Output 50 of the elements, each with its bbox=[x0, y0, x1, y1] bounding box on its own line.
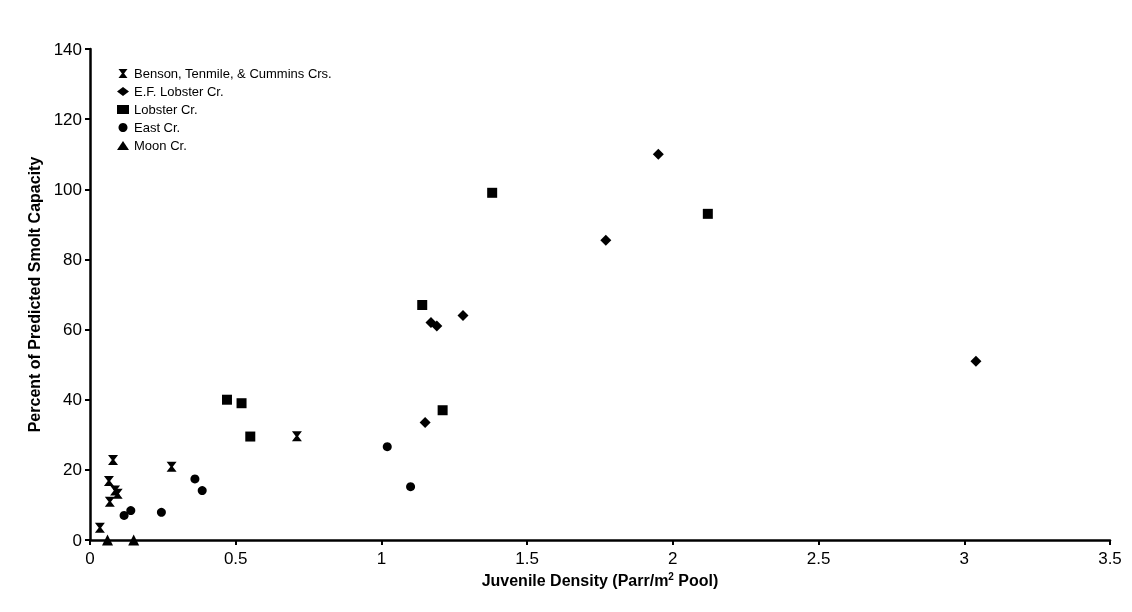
point bbox=[487, 187, 498, 198]
point bbox=[190, 474, 200, 484]
point bbox=[166, 461, 177, 472]
point bbox=[970, 355, 982, 367]
point bbox=[406, 482, 416, 492]
y-tick-label: 100 bbox=[53, 179, 82, 199]
x-tick-label: 3 bbox=[959, 549, 970, 568]
point bbox=[382, 442, 392, 452]
x-tick-label: 2 bbox=[668, 549, 678, 568]
point bbox=[156, 507, 166, 517]
legend-label: East Cr. bbox=[134, 120, 181, 135]
point bbox=[600, 234, 612, 246]
point bbox=[417, 300, 428, 311]
point bbox=[236, 398, 247, 409]
point bbox=[419, 417, 431, 429]
legend-label: Lobster Cr. bbox=[134, 102, 198, 117]
x-tick-label: 2.5 bbox=[806, 549, 831, 568]
x-tick-label: 1 bbox=[376, 549, 387, 568]
x-tick-label: 0.5 bbox=[223, 549, 248, 568]
x-tick-label: 1.5 bbox=[515, 549, 539, 568]
point bbox=[94, 522, 105, 533]
y-tick-label: 60 bbox=[63, 320, 82, 340]
x-tick-label: 0 bbox=[85, 549, 95, 568]
y-tick-label: 80 bbox=[63, 249, 82, 269]
y-tick-label: 20 bbox=[63, 460, 82, 480]
point bbox=[104, 496, 115, 507]
point bbox=[126, 506, 136, 516]
point bbox=[221, 394, 232, 405]
y-tick-label: 120 bbox=[53, 109, 82, 129]
point bbox=[197, 486, 207, 496]
point bbox=[652, 148, 664, 160]
y-tick-label: 0 bbox=[72, 530, 82, 550]
point bbox=[128, 534, 140, 546]
point bbox=[291, 431, 302, 442]
point bbox=[101, 534, 113, 546]
y-tick-label: 140 bbox=[53, 39, 82, 59]
point bbox=[431, 320, 443, 332]
y-tick-label: 40 bbox=[63, 390, 82, 410]
legend-label: Moon Cr. bbox=[134, 138, 187, 153]
legend-label: E.F. Lobster Cr. bbox=[134, 84, 224, 99]
point bbox=[702, 208, 713, 219]
point bbox=[103, 476, 114, 487]
point bbox=[245, 431, 256, 442]
point bbox=[437, 405, 448, 416]
point bbox=[119, 510, 129, 520]
y-axis-title: Percent of Predicted Smolt Capacity bbox=[26, 156, 44, 433]
x-tick-label: 3.5 bbox=[1098, 549, 1122, 568]
point bbox=[457, 310, 469, 322]
legend-label: Benson, Tenmile, & Cummins Crs. bbox=[134, 66, 332, 81]
point bbox=[108, 455, 119, 466]
